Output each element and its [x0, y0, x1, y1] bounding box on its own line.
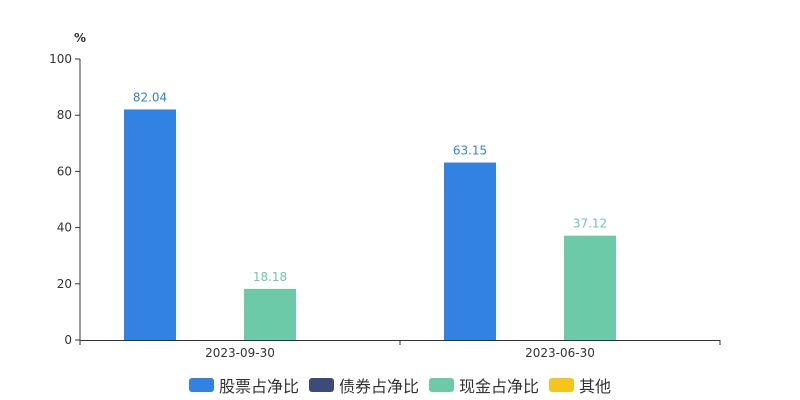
legend-label: 债券占净比 [339, 377, 419, 396]
axes: % 0 20 40 60 80 100 2023-09-30 2023-06-30 [49, 31, 721, 360]
legend-label: 现金占净比 [459, 377, 539, 396]
legend-item[interactable]: 现金占净比 [429, 377, 539, 396]
y-tick-label: 20 [57, 277, 72, 291]
y-axis-unit: % [74, 31, 86, 45]
legend-swatch [429, 378, 454, 392]
data-label: 37.12 [573, 217, 607, 231]
bar [564, 235, 616, 340]
legend-label: 股票占净比 [219, 377, 299, 396]
x-tick-label: 2023-06-30 [525, 346, 595, 360]
data-label: 82.04 [133, 90, 167, 104]
y-tick-label: 40 [57, 221, 72, 235]
legend-item[interactable]: 其他 [549, 377, 611, 396]
y-tick-label: 60 [57, 164, 72, 178]
y-tick-label: 100 [49, 52, 72, 66]
x-tick-label: 2023-09-30 [205, 346, 275, 360]
y-tick-label: 80 [57, 108, 72, 122]
bar [124, 109, 176, 341]
y-tick-label: 0 [64, 333, 72, 347]
bars [124, 109, 616, 341]
data-label: 18.18 [253, 270, 287, 284]
bar [444, 162, 496, 340]
data-label: 63.15 [453, 144, 487, 158]
legend-swatch [309, 378, 334, 392]
bar [244, 288, 296, 340]
legend: 股票占净比 债券占净比 现金占净比 其他 [189, 377, 611, 396]
legend-item[interactable]: 债券占净比 [309, 377, 419, 396]
value-labels: 82.04 18.18 63.15 37.12 [133, 90, 607, 283]
legend-swatch [549, 378, 574, 392]
legend-label: 其他 [579, 377, 611, 396]
legend-item[interactable]: 股票占净比 [189, 377, 299, 396]
legend-swatch [189, 378, 214, 392]
